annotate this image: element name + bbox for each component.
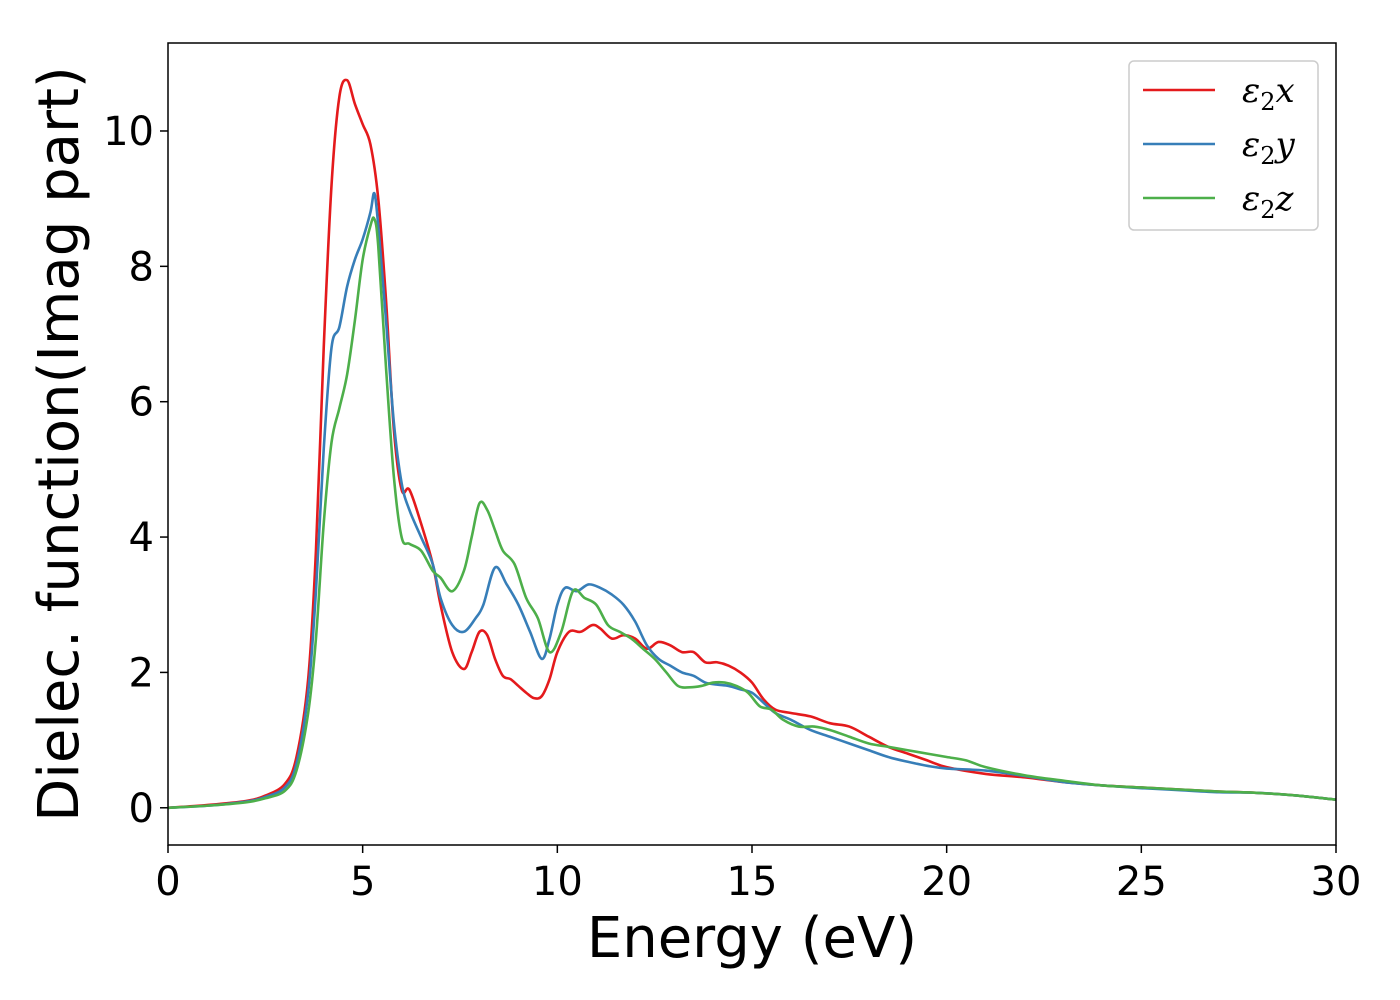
y-tick-label: 8 <box>129 244 154 290</box>
x-tick-label: 25 <box>1116 859 1167 905</box>
y-axis-ticks: 0 2 4 6 8 10 <box>103 109 168 832</box>
legend-label-subscript: 2 <box>1260 142 1275 170</box>
y-tick-label: 6 <box>129 380 154 426</box>
legend-label-suffix: x <box>1276 71 1295 111</box>
legend-label-base: ε <box>1242 71 1260 111</box>
x-tick-label: 10 <box>532 859 583 905</box>
legend-box <box>1128 60 1319 231</box>
legend-label-suffix: y <box>1274 125 1296 165</box>
x-axis-label: Energy (eV) <box>587 906 917 971</box>
y-tick-label: 4 <box>129 515 154 561</box>
legend-label-subscript: 2 <box>1260 196 1275 224</box>
legend-label-base: ε <box>1242 179 1260 219</box>
legend-label-suffix: z <box>1275 179 1295 219</box>
y-tick-label: 0 <box>129 786 154 832</box>
series-line-y <box>168 191 1336 810</box>
legend-label-subscript: 2 <box>1260 88 1275 116</box>
x-tick-label: 0 <box>155 859 180 905</box>
legend-label: ε2x <box>1242 71 1295 116</box>
y-tick-label: 2 <box>129 650 154 696</box>
x-axis-ticks: 0 5 10 15 20 25 30 <box>155 845 1361 905</box>
legend-item-z: ε2z <box>1143 179 1295 224</box>
x-tick-label: 15 <box>727 859 778 905</box>
legend-item-x: ε2x <box>1143 71 1295 116</box>
x-tick-label: 30 <box>1311 859 1362 905</box>
x-tick-label: 20 <box>921 859 972 905</box>
series-layer <box>168 78 1336 810</box>
series-line-z <box>168 216 1336 810</box>
legend-label: ε2z <box>1242 179 1295 224</box>
legend-label: ε2y <box>1242 125 1296 170</box>
x-tick-label: 5 <box>350 859 375 905</box>
y-tick-label: 10 <box>103 109 154 155</box>
y-axis-label: Dielec. function(Imag part) <box>27 66 92 822</box>
legend-label-base: ε <box>1242 125 1260 165</box>
legend-item-y: ε2y <box>1143 125 1296 170</box>
